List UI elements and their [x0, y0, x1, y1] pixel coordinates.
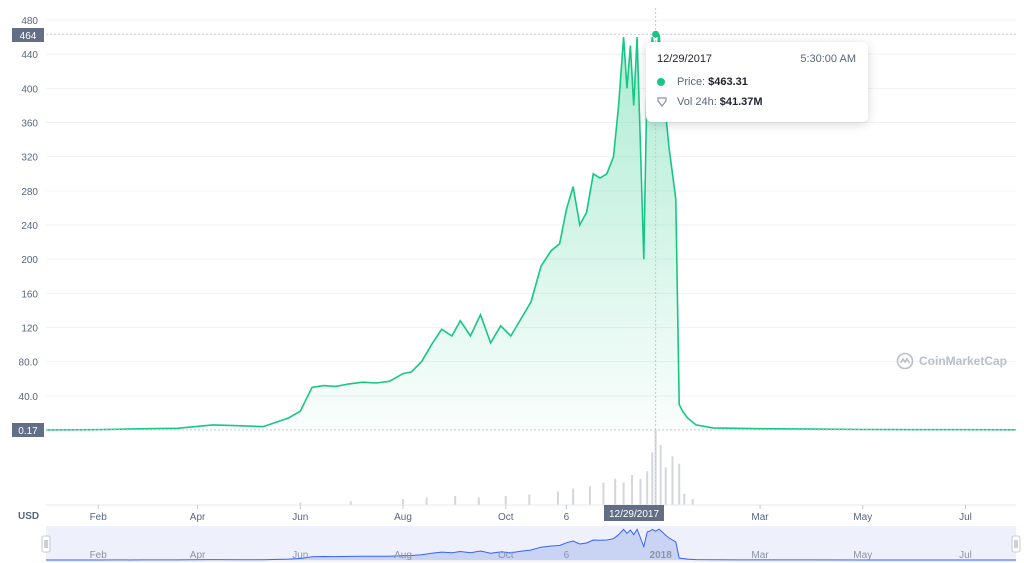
volume-bar — [402, 499, 405, 505]
x-tick-label: Aug — [394, 512, 412, 523]
volume-bar — [691, 499, 694, 505]
y-tick-label: 440 — [21, 50, 38, 61]
range-navigator[interactable]: Feb Apr Jun Aug Oct 6 2018 Mar May Jul — [41, 526, 1021, 562]
y-tick-label: 120 — [21, 324, 38, 335]
volume-shield-icon — [657, 97, 667, 107]
y-tick-label: 240 — [21, 221, 38, 232]
y-tick-label: 80.0 — [19, 358, 39, 369]
x-tick-label: Apr — [190, 512, 206, 523]
y-tick-label: 480 — [21, 16, 38, 27]
x-tick-label: Feb — [90, 512, 108, 523]
volume-bar — [572, 488, 575, 505]
y-tick-label: 320 — [21, 153, 38, 164]
volume-bar — [631, 475, 634, 505]
tooltip-volume-row: Vol 24h: $41.37M — [657, 96, 763, 108]
navigator-tick-label: 6 — [564, 550, 570, 561]
volume-bar — [528, 494, 531, 505]
price-dot-icon — [657, 78, 665, 86]
tooltip-date: 12/29/2017 — [657, 53, 713, 65]
navigator-tick-label: Feb — [90, 550, 108, 561]
tooltip-price-value: $463.31 — [708, 76, 748, 88]
volume-bar — [654, 430, 657, 505]
tooltip-price-label: Price: — [677, 76, 706, 88]
crosshair-date-badge: 12/29/2017 — [604, 505, 664, 521]
crosshair-price-badge: 464 — [12, 28, 44, 42]
volume-bar — [477, 497, 480, 505]
volume-bars — [299, 430, 694, 505]
navigator-tick-label: May — [853, 550, 872, 561]
volume-bar — [299, 502, 302, 505]
x-tick-label: Oct — [498, 512, 514, 523]
tooltip-volume-value: $41.37M — [719, 96, 763, 108]
x-tick-label: 6 — [564, 512, 570, 523]
volume-bar — [556, 491, 559, 505]
volume-bar — [454, 496, 457, 505]
x-tick-label: Jul — [959, 512, 972, 523]
volume-bar — [614, 478, 617, 505]
volume-bar — [639, 478, 642, 505]
volume-bar — [678, 463, 681, 505]
x-axis: Feb Apr Jun Aug Oct 6 Mar May Jul — [90, 505, 972, 523]
volume-bar — [602, 482, 605, 505]
navigator-tick-label: Aug — [394, 550, 412, 561]
navigator-line — [46, 528, 1016, 561]
y-tick-label: 200 — [21, 255, 38, 266]
volume-bar — [646, 471, 649, 505]
navigator-tick-label: Jul — [959, 550, 972, 561]
volume-bar — [671, 456, 674, 505]
x-tick-label: May — [853, 512, 872, 523]
volume-bar — [651, 452, 654, 505]
currency-label: USD — [18, 511, 39, 522]
tooltip-volume-label: Vol 24h: — [677, 96, 717, 108]
volume-bar — [659, 445, 662, 505]
volume-bar — [349, 501, 352, 505]
price-line — [45, 34, 1017, 431]
coinmarketcap-logo-icon — [896, 352, 914, 370]
navigator-ticks: Feb Apr Jun Aug Oct 6 2018 Mar May Jul — [90, 550, 972, 561]
svg-text:12/29/2017: 12/29/2017 — [609, 509, 659, 520]
navigator-left-handle[interactable] — [41, 535, 51, 553]
price-area-fill — [46, 34, 1016, 431]
crosshair-point — [652, 30, 660, 38]
navigator-tick-label: Jun — [292, 550, 308, 561]
svg-text:0.17: 0.17 — [18, 426, 38, 437]
navigator-tick-label: Oct — [498, 550, 514, 561]
tooltip-price-row: Price: $463.31 — [657, 76, 748, 88]
x-tick-label: Mar — [751, 512, 769, 523]
watermark-text: CoinMarketCap — [919, 354, 1008, 368]
volume-bar — [588, 486, 591, 505]
navigator-tick-label: Mar — [751, 550, 769, 561]
navigator-tick-label: 2018 — [650, 550, 673, 561]
y-tick-label: 400 — [21, 84, 38, 95]
volume-bar — [664, 467, 667, 505]
y-axis: 40.0 80.0 120 160 200 240 280 320 360 400 440 480 — [19, 16, 39, 403]
volume-bar — [504, 496, 507, 505]
navigator-area — [46, 529, 1016, 560]
volume-bar — [683, 493, 686, 505]
volume-bar — [425, 497, 428, 505]
coinmarketcap-watermark: CoinMarketCap — [896, 352, 1007, 370]
y-tick-label: 160 — [21, 289, 38, 300]
x-tick-label: Jun — [292, 512, 308, 523]
tooltip-time: 5:30:00 AM — [800, 53, 856, 65]
y-tick-label: 40.0 — [19, 392, 39, 403]
y-tick-label: 280 — [21, 187, 38, 198]
price-tooltip: 12/29/2017 5:30:00 AM Price: $463.31 Vol… — [646, 42, 868, 122]
volume-bar — [622, 482, 625, 505]
svg-text:464: 464 — [20, 31, 37, 42]
navigator-tick-label: Apr — [190, 550, 206, 561]
current-price-badge: 0.17 — [12, 423, 44, 437]
navigator-right-handle[interactable] — [1011, 535, 1021, 553]
y-tick-label: 360 — [21, 119, 38, 130]
